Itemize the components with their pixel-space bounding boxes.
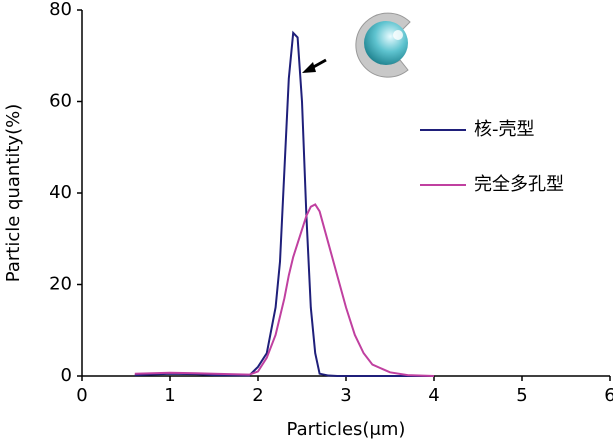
x-tick-label: 6 (604, 385, 613, 406)
legend-label: 核-壳型 (474, 119, 535, 140)
x-tick-label: 3 (340, 385, 351, 406)
core-shell-icon (355, 12, 411, 78)
y-tick-label: 0 (61, 365, 72, 386)
y-tick-label: 40 (49, 182, 72, 203)
x-tick-label: 5 (516, 385, 527, 406)
arrow (302, 58, 327, 73)
x-tick-label: 0 (76, 385, 87, 406)
x-tick-label: 1 (164, 385, 175, 406)
legend-label: 完全多孔型 (474, 174, 564, 195)
x-tick-label: 2 (252, 385, 263, 406)
x-tick-label: 4 (428, 385, 439, 406)
y-tick-label: 60 (49, 91, 72, 112)
series-line (134, 30, 434, 377)
y-tick-label: 80 (49, 0, 72, 20)
series-line (134, 203, 435, 377)
y-axis-label: Particle quantity(%) (3, 104, 24, 282)
y-tick-label: 20 (49, 274, 72, 295)
x-axis-label: Particles(μm) (287, 419, 406, 440)
